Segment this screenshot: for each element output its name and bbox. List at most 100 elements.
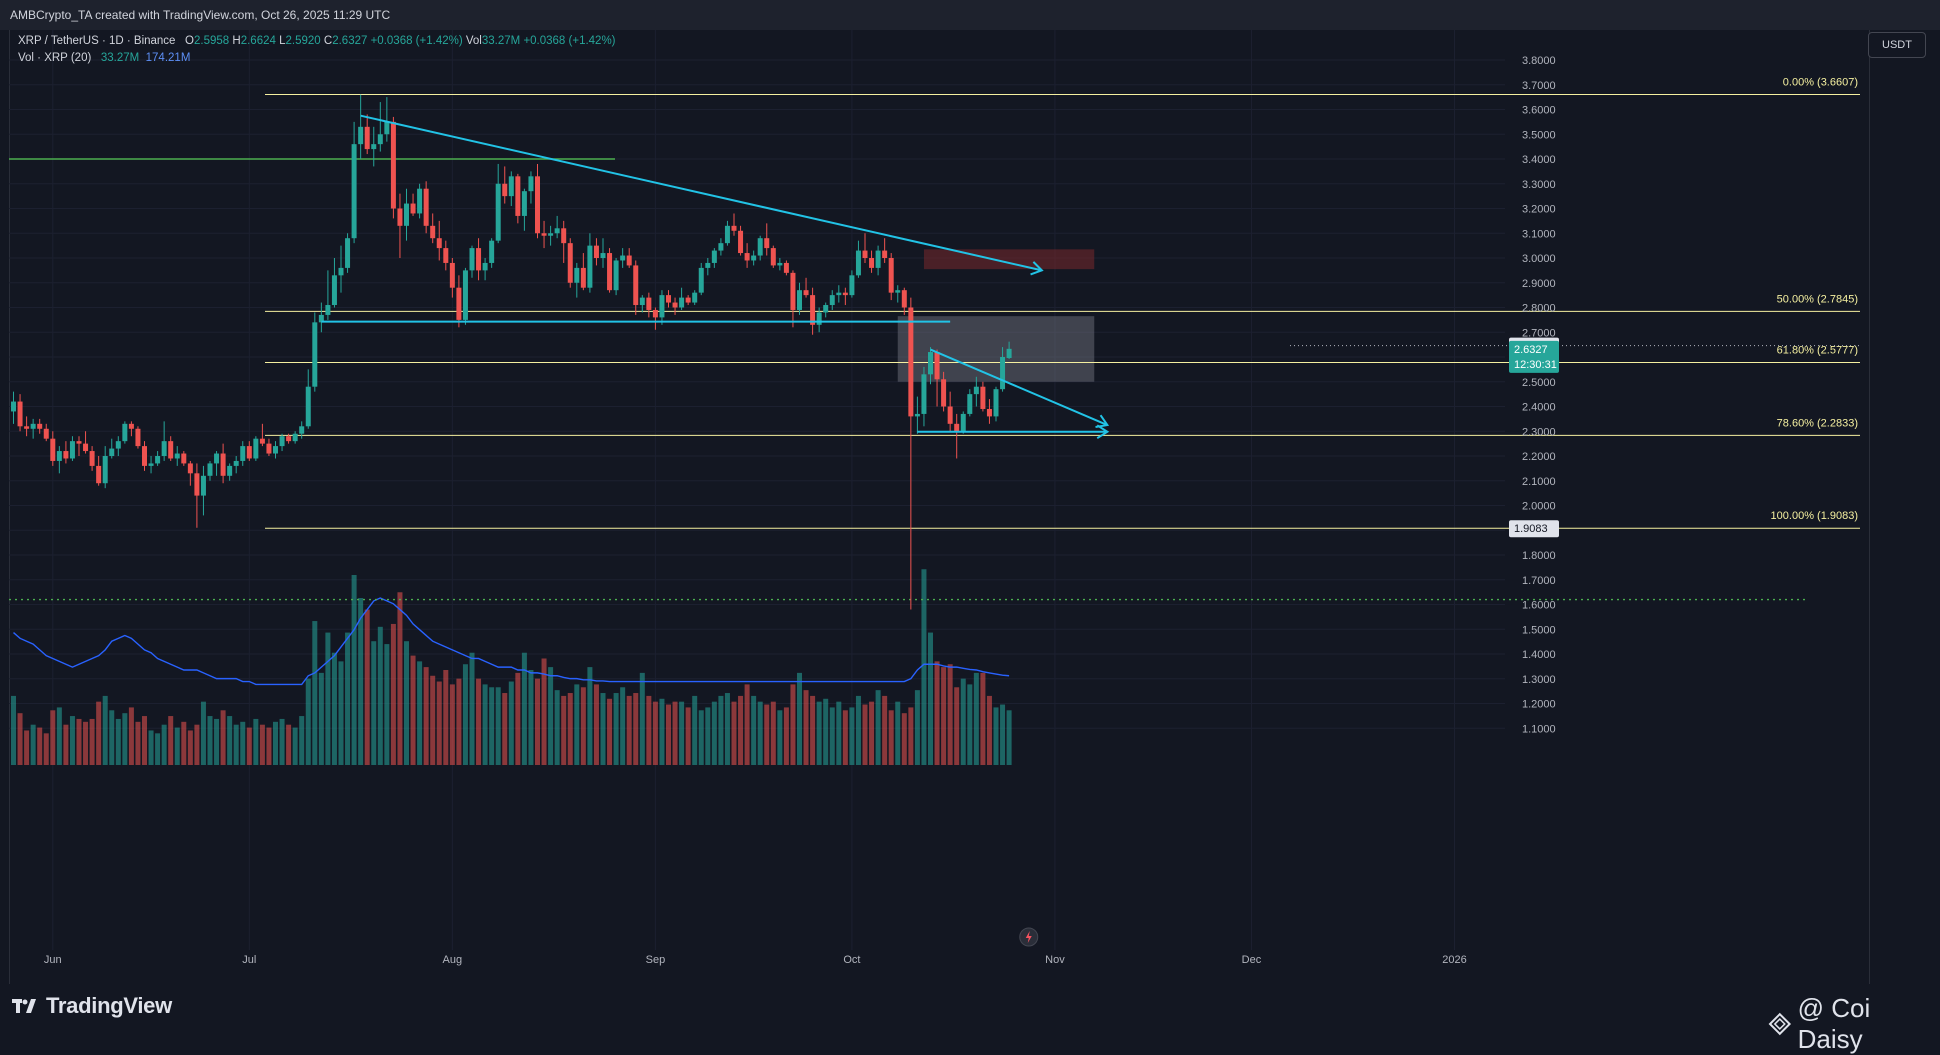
candle-body [128, 423, 134, 429]
volume-bar [318, 672, 324, 765]
candle-body [305, 386, 311, 427]
candle-body [666, 295, 671, 303]
volume-bar [921, 569, 927, 765]
volume-bar [37, 727, 43, 765]
candle-body [705, 262, 711, 268]
candle-body [200, 475, 206, 496]
volume-indicator-value: 33.27M [100, 52, 140, 64]
volume-bar [862, 704, 868, 765]
candle-body [535, 176, 540, 234]
volume-bar [76, 718, 82, 765]
candle-body [652, 309, 658, 318]
candle-body [214, 453, 220, 464]
candle-body [921, 374, 927, 414]
tradingview-logo[interactable]: TradingView [12, 993, 172, 1019]
candle-body [37, 423, 43, 429]
volume-bar [430, 675, 436, 765]
volume-bar [829, 707, 835, 765]
candle-body [286, 436, 292, 442]
volume-bar [462, 664, 468, 765]
price-tick-label: 3.0000 [1522, 253, 1556, 265]
volume-bar [515, 672, 521, 765]
candle-body [24, 426, 30, 429]
candle-body [476, 248, 482, 271]
volume-bar [410, 655, 416, 765]
volume-bar [364, 609, 370, 765]
volume-bar [292, 727, 298, 765]
candle-body [515, 176, 521, 216]
footer-bar [0, 984, 1940, 1035]
supply-zone [923, 249, 1095, 270]
volume-bar [875, 690, 881, 765]
volume-bar [600, 693, 606, 765]
currency-button[interactable]: USDT [1868, 32, 1926, 58]
price-tick-label: 3.6000 [1522, 105, 1556, 117]
fib-level-label: 100.00% (1.9083) [1771, 510, 1858, 522]
volume-bar [1000, 704, 1006, 765]
fib-level-label: 78.60% (2.2833) [1777, 417, 1858, 429]
candle-body [1000, 357, 1006, 390]
volume-bar [161, 724, 167, 765]
candle-body [331, 275, 337, 306]
vol-change-value: +0.0368 (+1.42%) [523, 35, 616, 47]
volume-bar [836, 701, 842, 765]
candle-body [508, 176, 514, 197]
volume-bar [797, 672, 802, 765]
price-tick-label: 3.5000 [1522, 129, 1556, 141]
volume-bar [973, 672, 979, 765]
price-tick-label: 1.6000 [1522, 600, 1556, 612]
volume-bar [331, 652, 337, 765]
volume-bar [200, 701, 206, 765]
price-tick-label: 1.5000 [1522, 624, 1556, 636]
volume-bar [181, 721, 187, 765]
candle-body [744, 253, 750, 261]
candle-body [430, 225, 436, 239]
grid-layer [9, 30, 1505, 950]
price-tick-label: 1.8000 [1522, 550, 1556, 562]
close-label: C [323, 35, 333, 47]
volume-bar [390, 623, 396, 765]
volume-bar [587, 667, 593, 765]
volume-bar [751, 695, 757, 765]
candle-body [1006, 348, 1012, 358]
candle-body [659, 295, 665, 318]
candle-body [56, 451, 62, 461]
volume-bar [947, 664, 953, 765]
candle-body [593, 245, 599, 258]
candle-body [639, 297, 645, 306]
candle-body [914, 413, 920, 417]
price-badge-countdown: 12:30:31 [1514, 359, 1557, 371]
candle-body [436, 238, 442, 249]
low-value: 2.5920 [285, 35, 321, 47]
candle-body [888, 258, 894, 293]
candle-body [168, 441, 174, 459]
candle-body [456, 287, 462, 320]
volume-bar [456, 678, 462, 765]
volume-bar [11, 695, 16, 765]
volume-bar [764, 704, 770, 765]
volume-sma-value: 174.21M [145, 52, 191, 64]
volume-legend[interactable]: Vol · XRP (20) 33.27M 174.21M [18, 52, 190, 64]
candle-body [626, 255, 632, 266]
volume-bar [50, 710, 56, 765]
volume-bar [777, 710, 783, 765]
volume-bar [744, 684, 750, 765]
short-descending-trendline [930, 348, 1108, 426]
volume-bar [711, 701, 717, 765]
symbol-name: XRP / TetherUS · 1D · Binance [18, 35, 176, 47]
volume-bar [122, 713, 128, 765]
volume-bar [135, 721, 141, 765]
candle-body [620, 255, 626, 261]
volume-bar [567, 693, 573, 765]
symbol-legend[interactable]: XRP / TetherUS · 1D · Binance O2.5958 H2… [18, 35, 616, 47]
volume-bar [397, 592, 403, 765]
price-badge-label: 2.6327 [1514, 344, 1548, 356]
candle-body [541, 233, 547, 236]
candle-body [724, 225, 730, 244]
volume-indicator-name: Vol · XRP (20) [18, 52, 92, 64]
price-tick-label: 1.7000 [1522, 575, 1556, 587]
candle-body [318, 314, 324, 323]
candle-body [397, 208, 403, 226]
